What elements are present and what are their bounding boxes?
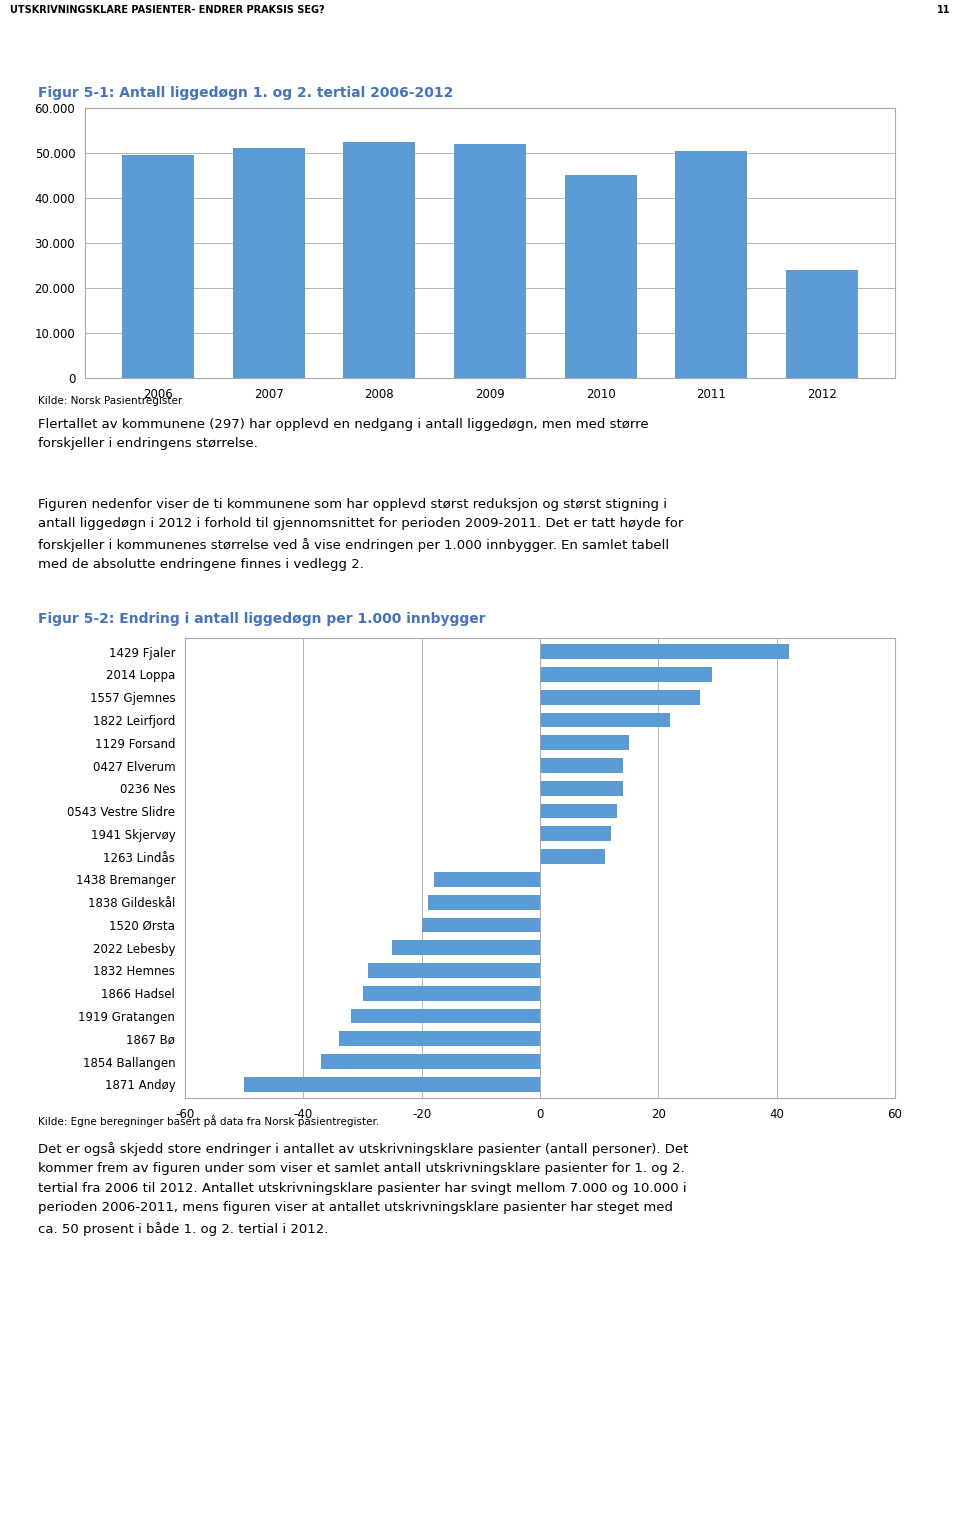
Bar xyxy=(392,940,540,956)
Bar xyxy=(540,758,623,774)
Text: UTSKRIVNINGSKLARE PASIENTER- ENDRER PRAKSIS SEG?: UTSKRIVNINGSKLARE PASIENTER- ENDRER PRAK… xyxy=(10,5,324,15)
Text: Det er også skjedd store endringer i antallet av utskrivningsklare pasienter (an: Det er også skjedd store endringer i ant… xyxy=(38,1142,688,1235)
Bar xyxy=(434,872,540,887)
Bar xyxy=(454,144,526,378)
Bar xyxy=(540,713,670,728)
Text: Flertallet av kommunene (297) har opplevd en nedgang i antall liggedøgn, men med: Flertallet av kommunene (297) har opplev… xyxy=(38,417,649,451)
Bar xyxy=(540,781,623,795)
Bar xyxy=(540,735,629,751)
Bar xyxy=(676,151,748,378)
Bar xyxy=(369,963,540,979)
Bar xyxy=(540,690,700,705)
Bar xyxy=(244,1076,540,1092)
Text: Kilde: Egne beregninger basert på data fra Norsk pasientregister.: Kilde: Egne beregninger basert på data f… xyxy=(38,1115,379,1127)
Text: Figur 5-2: Endring i antall liggedøgn per 1.000 innbygger: Figur 5-2: Endring i antall liggedøgn pe… xyxy=(38,612,486,625)
Bar xyxy=(540,644,788,659)
Bar xyxy=(540,849,605,864)
Bar xyxy=(540,804,617,818)
Bar xyxy=(350,1009,540,1023)
Text: Figuren nedenfor viser de ti kommunene som har opplevd størst reduksjon og størs: Figuren nedenfor viser de ti kommunene s… xyxy=(38,498,684,572)
Text: Figur 5-1: Antall liggedøgn 1. og 2. tertial 2006-2012: Figur 5-1: Antall liggedøgn 1. og 2. ter… xyxy=(38,86,453,99)
Bar xyxy=(564,176,636,378)
Bar xyxy=(122,156,194,378)
Bar xyxy=(540,827,611,841)
Bar xyxy=(339,1032,540,1046)
Bar xyxy=(232,148,304,378)
Bar xyxy=(786,271,858,378)
Text: 11: 11 xyxy=(937,5,950,15)
Bar xyxy=(427,894,540,910)
Bar xyxy=(321,1053,540,1069)
Text: Kilde: Norsk Pasientregister: Kilde: Norsk Pasientregister xyxy=(38,396,182,407)
Bar xyxy=(421,917,540,933)
Bar xyxy=(344,142,416,378)
Bar xyxy=(363,986,540,1000)
Bar xyxy=(540,667,711,682)
